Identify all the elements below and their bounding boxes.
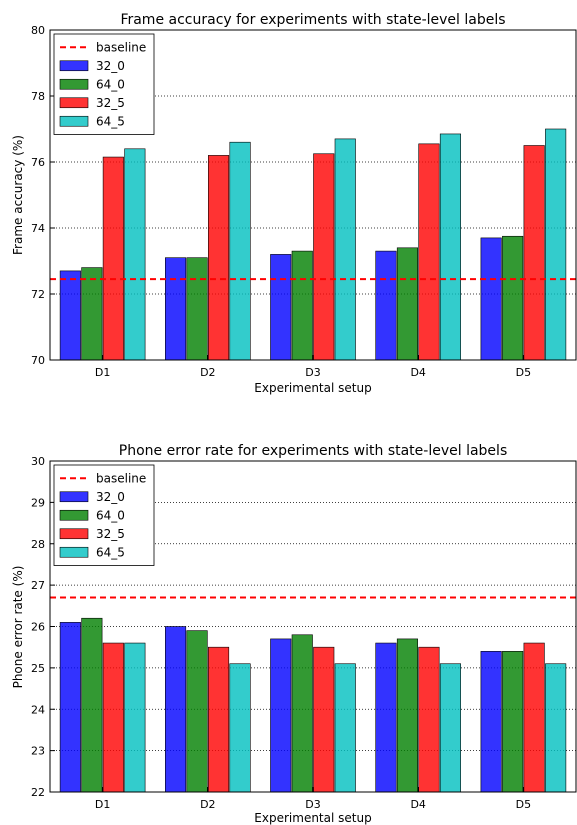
x-tick-label: D3: [305, 366, 320, 379]
y-tick-label: 22: [31, 786, 45, 799]
y-tick-label: 70: [31, 354, 45, 367]
legend-label: baseline: [96, 40, 146, 54]
legend-swatch: [59, 528, 89, 540]
bar: [418, 646, 440, 793]
bar: [81, 267, 103, 361]
bar: [523, 145, 545, 361]
y-axis-label: Frame accuracy (%): [11, 135, 25, 255]
bar: [439, 663, 462, 793]
bar: [523, 642, 545, 793]
bar: [81, 617, 103, 793]
legend: baseline 32_0 64_0 32_5 64_5: [53, 464, 155, 566]
bar: [502, 235, 524, 361]
bar: [229, 663, 251, 793]
bar: [334, 663, 356, 793]
legend-swatch: [59, 491, 89, 503]
bar: [270, 638, 292, 793]
bar: [313, 153, 335, 361]
bar: [165, 626, 187, 793]
plot-frame: [49, 29, 577, 361]
bar: [291, 250, 313, 361]
bar: [545, 663, 567, 793]
x-axis-label: Experimental setup: [254, 381, 371, 395]
x-tick-label: D4: [410, 798, 425, 811]
y-axis-label: Phone error rate (%): [11, 566, 25, 689]
y-tick-label: 29: [31, 496, 45, 509]
y-tick-label: 80: [31, 24, 45, 37]
y-tick-label: 78: [31, 90, 45, 103]
y-tick-label: 72: [31, 288, 45, 301]
x-tick-label: D1: [95, 798, 110, 811]
legend-label: 32_5: [96, 96, 125, 110]
bar: [186, 630, 208, 793]
plot-frame: [49, 460, 577, 793]
bar: [59, 270, 81, 361]
chart-title: Phone error rate for experiments with st…: [119, 443, 507, 459]
legend-swatch: [59, 60, 89, 72]
x-tick-label: D5: [516, 798, 531, 811]
legend-label: baseline: [96, 471, 146, 485]
legend: baseline 32_0 64_0 32_5 64_5: [53, 33, 155, 135]
bar: [165, 257, 187, 361]
phone-error-rate-chart: Phone error rate for experiments with st…: [11, 443, 577, 825]
x-axis-label: Experimental setup: [254, 811, 371, 825]
legend-swatch: [59, 115, 89, 127]
frame-accuracy-chart: Frame accuracy for experiments with stat…: [11, 12, 577, 395]
y-tick-label: 74: [31, 222, 45, 235]
bar: [439, 133, 462, 361]
legend-swatch: [59, 97, 89, 109]
legend-swatch: [59, 546, 89, 558]
bar: [418, 143, 440, 361]
bar: [291, 634, 313, 793]
bar: [124, 148, 146, 361]
y-tick-label: 30: [31, 455, 45, 468]
y-tick-label: 26: [31, 621, 45, 634]
legend-label: 32_5: [96, 527, 125, 541]
x-tick-label: D2: [200, 798, 215, 811]
bar: [480, 651, 502, 793]
legend-label: 32_0: [96, 490, 125, 504]
legend-label: 32_0: [96, 59, 125, 73]
bar: [502, 651, 524, 793]
bar: [545, 128, 567, 361]
y-tick-label: 25: [31, 662, 45, 675]
bar: [396, 247, 419, 361]
bar: [270, 254, 292, 361]
legend-label: 64_5: [96, 545, 125, 559]
x-tick-label: D2: [200, 366, 215, 379]
x-tick-label: D4: [410, 366, 425, 379]
legend-swatch: [59, 509, 89, 521]
x-tick-label: D5: [516, 366, 531, 379]
bar: [334, 138, 356, 361]
y-tick-label: 27: [31, 579, 45, 592]
y-tick-label: 23: [31, 745, 45, 758]
bar: [313, 646, 335, 793]
legend-label: 64_0: [96, 508, 125, 522]
y-tick-label: 76: [31, 156, 45, 169]
bar: [102, 156, 124, 361]
bar: [59, 622, 81, 793]
chart-title: Frame accuracy for experiments with stat…: [120, 12, 505, 28]
x-tick-label: D1: [95, 366, 110, 379]
y-tick-label: 24: [31, 703, 45, 716]
legend-label: 64_0: [96, 77, 125, 91]
bar: [102, 642, 124, 793]
bar: [480, 237, 502, 361]
legend-label: 64_5: [96, 114, 125, 128]
bar: [375, 642, 397, 793]
y-tick-label: 28: [31, 538, 45, 551]
bar: [124, 642, 146, 793]
bar: [229, 141, 251, 361]
bar: [208, 646, 230, 793]
bar: [186, 257, 208, 361]
bar: [375, 250, 397, 361]
legend-swatch: [59, 78, 89, 90]
bar: [396, 638, 419, 793]
bar: [208, 155, 230, 361]
x-tick-label: D3: [305, 798, 320, 811]
